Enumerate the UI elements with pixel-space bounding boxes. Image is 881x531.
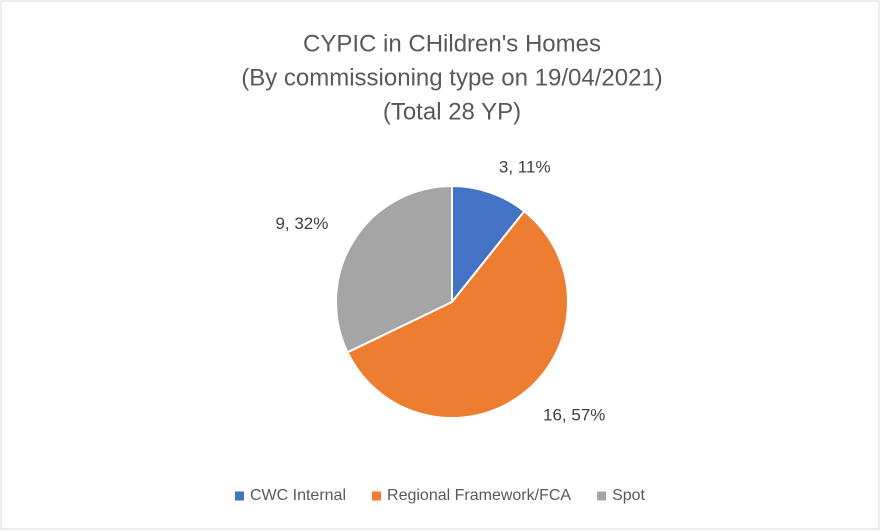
legend-swatch: [372, 491, 382, 501]
data-label: 16, 57%: [543, 406, 605, 425]
legend-swatch: [234, 491, 244, 501]
legend-swatch: [597, 491, 607, 501]
legend-label: CWC Internal: [250, 487, 346, 504]
pie-slice: [335, 184, 453, 354]
data-label: 3, 11%: [499, 157, 551, 176]
pie-slice: [346, 209, 569, 419]
legend-label: Regional Framework/FCA: [387, 487, 571, 504]
pie-slice: [451, 184, 526, 305]
chart-title: CYPIC in CHildren's Homes: [303, 30, 601, 57]
legend-label: Spot: [612, 487, 645, 504]
data-label: 9, 32%: [275, 214, 328, 233]
chart-subtitle: (By commissioning type on 19/04/2021): [241, 64, 663, 91]
chart-subtitle: (Total 28 YP): [383, 98, 521, 125]
